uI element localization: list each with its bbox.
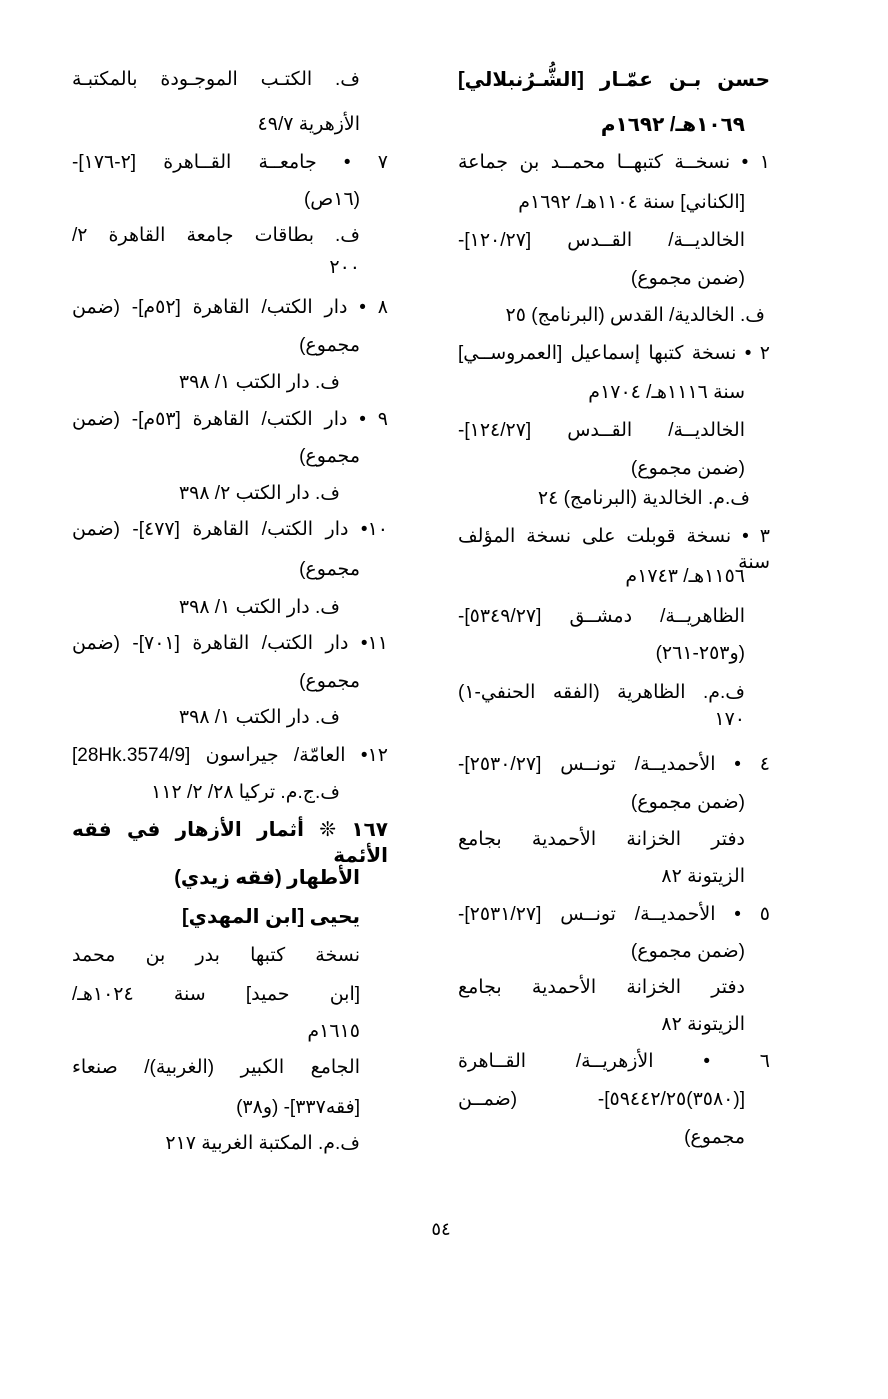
left-column-text-line: ف. دار الكتب ١/ ٣٩٨ <box>178 597 340 618</box>
right-column-text-line: (و٢٥٣-٢٦١) <box>655 643 745 664</box>
right-column-text-line: ف.م. الخالدية (البرنامج) ٢٤ <box>537 488 750 509</box>
left-column-text-line: ٨ • دار الكتب/ القاهرة [٥٢م]- (ضمن <box>72 297 388 318</box>
right-column-text-line: (ضمن مجموع) <box>630 941 745 962</box>
right-column-heading-line: حسن بـن عمّـار [الشُّـرُنبلالي] <box>458 69 770 91</box>
left-column-text-line: ف. دار الكتب ١/ ٣٩٨ <box>178 707 340 728</box>
right-column-text-line: ١ • نسخــة كتبهــا محمــد بن جماعة <box>458 152 770 173</box>
left-column-text-line: ١٠• دار الكتب/ القاهرة [٤٧٧]- (ضمن <box>72 519 388 540</box>
left-column-text-line: مجموع) <box>299 446 360 467</box>
right-column-text-line: ٥ • الأحمديــة/ تونــس [٢٥٣١/٢٧]- <box>458 904 770 925</box>
right-column-text-line: (ضمن مجموع) <box>630 268 745 289</box>
right-column-text-line: [(٣٥٨٠)٥٩٤٤٢/٢٥]- (ضمــن <box>458 1089 745 1110</box>
left-column-text-line: ٧ • جامعــة القــاهرة [٢-١٧٦]- <box>72 152 388 173</box>
left-column-text-line: ف.ج.م. تركيا ٢٨/ ٢/ ١١٢ <box>151 782 340 803</box>
right-column-text-line: [الكناني] سنة ١١٠٤هـ/ ١٦٩٢م <box>518 192 745 213</box>
left-column-text-line: الجامع الكبير (الغربية)/ صنعاء <box>72 1057 360 1078</box>
left-column-text-line: [فقه٣٣٧]- (و٣٨) <box>236 1097 360 1118</box>
left-column-text-line: ١٢• العامّة/ جيراسون [28Hk.3574/9] <box>72 745 388 766</box>
right-column-text-line: ف.م. الظاهرية (الفقه الحنفي-١) <box>458 682 745 703</box>
right-column-text-line: ٦ • الأزهريــة/ القــاهرة <box>458 1051 770 1072</box>
left-column-text-line: ف. دار الكتب ٢/ ٣٩٨ <box>178 483 340 504</box>
left-column-text-line: مجموع) <box>299 335 360 356</box>
left-column-text-line: (١٦ص) <box>303 189 360 210</box>
left-column-text-line: [ابن حميد] سنة ١٠٢٤هـ/ <box>72 984 360 1005</box>
right-column-text-line: ١٧٠ <box>714 709 745 730</box>
right-column-text-line: ٣ • نسخة قوبلت على نسخة المؤلف سنة <box>458 526 770 573</box>
right-column-text-line: مجموع) <box>684 1127 745 1148</box>
left-column-text-line: ف. دار الكتب ١/ ٣٩٨ <box>178 372 340 393</box>
right-column-text-line: ف. الخالدية/ القدس (البرنامج) ٢٥ <box>505 305 765 326</box>
left-column-text-line: الأزهرية ٤٩/٧ <box>257 114 360 135</box>
left-column-heading-line: ١٦٧ ❊ أثمار الأزهار في فقه الأئمة <box>72 819 388 867</box>
right-column-text-line: دفتر الخزانة الأحمدية بجامع <box>458 829 745 850</box>
right-column-text-line: الزيتونة ٨٢ <box>661 866 745 887</box>
left-column-text-line: ف. الكتـب الموجـودة بالمكتبـة <box>72 69 360 90</box>
left-column-text-line: نسخة كتبها بدر بن محمد <box>72 945 360 966</box>
right-column-text-line: الخالديــة/ القــدس [١٢٠/٢٧]- <box>458 230 745 251</box>
right-column-heading-line: ١٠٦٩هـ/ ١٦٩٢م <box>600 114 745 136</box>
right-column-text-line: دفتر الخزانة الأحمدية بجامع <box>458 977 745 998</box>
right-column-text-line: الزيتونة ٨٢ <box>661 1014 745 1035</box>
left-column-text-line: ١١• دار الكتب/ القاهرة [٧٠١]- (ضمن <box>72 633 388 654</box>
right-column-text-line: (ضمن مجموع) <box>630 458 745 479</box>
page-number: ٥٤ <box>431 1219 451 1239</box>
right-column-text-line: ١١٥٦هـ/ ١٧٤٣م <box>625 566 745 587</box>
right-column-text-line: ٢ • نسخة كتبها إسماعيل [العمروســي] <box>458 343 770 364</box>
left-column-heading-line: الأطهار (فقه زيدي) <box>174 867 360 889</box>
left-column-heading-line: يحيى [ابن المهدي] <box>182 906 360 928</box>
right-column-text-line: الخالديــة/ القــدس [١٢٤/٢٧]- <box>458 420 745 441</box>
right-column-text-line: سنة ١١١٦هـ/ ١٧٠٤م <box>588 382 745 403</box>
left-column-text-line: ف.م. المكتبة الغربية ٢١٧ <box>165 1133 360 1154</box>
right-column-text-line: (ضمن مجموع) <box>630 792 745 813</box>
left-column-text-line: ف. بطاقات جامعة القاهرة ٢/ <box>72 225 360 246</box>
right-column-text-line: ٤ • الأحمديــة/ تونــس [٢٥٣٠/٢٧]- <box>458 754 770 775</box>
left-column-text-line: مجموع) <box>299 671 360 692</box>
left-column-text-line: ٢٠٠ <box>329 257 360 278</box>
right-column-text-line: الظاهريــة/ دمشــق [٥٣٤٩/٢٧]- <box>458 606 745 627</box>
left-column-text-line: مجموع) <box>299 559 360 580</box>
left-column-text-line: ١٦١٥م <box>307 1021 360 1042</box>
left-column-text-line: ٩ • دار الكتب/ القاهرة [٥٣م]- (ضمن <box>72 409 388 430</box>
